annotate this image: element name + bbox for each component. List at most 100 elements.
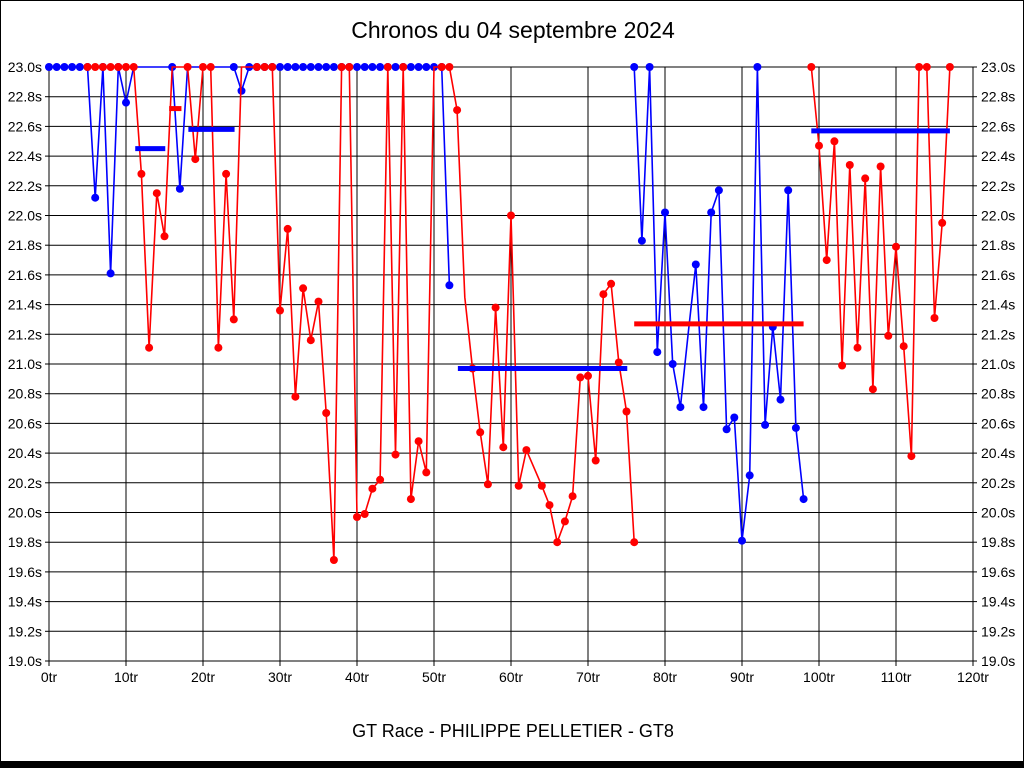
red-driver-laps-point[interactable] xyxy=(306,336,315,345)
red-driver-laps-point[interactable] xyxy=(483,480,492,489)
red-driver-laps-point[interactable] xyxy=(838,361,847,370)
red-driver-laps-point[interactable] xyxy=(938,218,947,227)
red-driver-laps-point[interactable] xyxy=(884,331,893,340)
red-driver-laps-point[interactable] xyxy=(491,303,500,312)
red-driver-laps-point[interactable] xyxy=(329,556,338,564)
red-driver-laps-point[interactable] xyxy=(545,501,554,510)
blue-driver-laps-point[interactable] xyxy=(676,403,685,412)
blue-driver-laps-point[interactable] xyxy=(314,63,323,71)
red-driver-laps-point[interactable] xyxy=(291,392,300,401)
red-driver-laps-point[interactable] xyxy=(607,279,616,288)
blue-driver-laps-point[interactable] xyxy=(776,395,785,404)
blue-driver-laps-point[interactable] xyxy=(784,186,793,195)
blue-driver-laps-point[interactable] xyxy=(353,63,361,71)
blue-driver-laps-point[interactable] xyxy=(291,63,300,71)
blue-driver-laps-point[interactable] xyxy=(738,536,746,545)
red-driver-laps-point[interactable] xyxy=(807,63,816,71)
blue-driver-laps-point[interactable] xyxy=(276,63,284,71)
red-driver-laps-point[interactable] xyxy=(106,63,115,71)
red-driver-laps-point[interactable] xyxy=(922,63,931,71)
red-driver-laps-point[interactable] xyxy=(376,475,385,484)
red-driver-laps-point[interactable] xyxy=(399,63,408,71)
red-driver-laps-point[interactable] xyxy=(191,155,200,164)
red-driver-laps-point[interactable] xyxy=(383,63,392,71)
red-driver-laps-point[interactable] xyxy=(522,446,531,455)
blue-driver-laps-point[interactable] xyxy=(791,423,800,432)
red-driver-laps-point[interactable] xyxy=(353,513,361,521)
blue-driver-laps-point[interactable] xyxy=(630,63,639,71)
blue-driver-laps-point[interactable] xyxy=(122,98,130,107)
blue-driver-laps-point[interactable] xyxy=(175,184,184,193)
blue-driver-laps-point[interactable] xyxy=(229,63,238,71)
red-driver-laps-point[interactable] xyxy=(229,315,238,324)
blue-driver-laps-point[interactable] xyxy=(699,403,708,412)
red-driver-laps-point[interactable] xyxy=(299,284,308,293)
red-driver-laps-point[interactable] xyxy=(252,63,261,71)
red-driver-laps-point[interactable] xyxy=(145,343,154,352)
blue-driver-laps-point[interactable] xyxy=(45,63,53,71)
red-driver-laps-point[interactable] xyxy=(314,297,323,306)
red-driver-laps-point[interactable] xyxy=(114,63,123,71)
blue-driver-laps-point[interactable] xyxy=(745,471,754,480)
red-driver-laps-point[interactable] xyxy=(868,385,877,394)
blue-driver-laps-point[interactable] xyxy=(376,63,385,71)
red-driver-laps-point[interactable] xyxy=(137,169,146,178)
red-driver-laps-point[interactable] xyxy=(915,63,924,71)
red-driver-laps-point[interactable] xyxy=(206,63,215,71)
blue-driver-laps-point[interactable] xyxy=(329,63,338,71)
red-driver-laps-point[interactable] xyxy=(514,481,523,490)
blue-driver-laps-point[interactable] xyxy=(360,63,369,71)
red-driver-laps-point[interactable] xyxy=(368,484,377,493)
blue-driver-laps-point[interactable] xyxy=(722,425,731,434)
blue-driver-laps-point[interactable] xyxy=(91,193,100,202)
blue-driver-laps-point[interactable] xyxy=(299,63,308,71)
blue-driver-laps-point[interactable] xyxy=(653,348,662,357)
red-driver-laps-point[interactable] xyxy=(345,63,354,71)
red-driver-laps-point[interactable] xyxy=(907,452,916,461)
blue-driver-laps-point[interactable] xyxy=(714,186,723,195)
red-driver-laps-point[interactable] xyxy=(222,169,231,178)
blue-driver-laps-point[interactable] xyxy=(52,63,61,71)
blue-driver-laps-point[interactable] xyxy=(106,269,115,278)
red-driver-laps-point[interactable] xyxy=(861,174,870,183)
blue-driver-laps-point[interactable] xyxy=(368,63,377,71)
red-driver-laps-point[interactable] xyxy=(276,306,284,315)
blue-driver-laps-point[interactable] xyxy=(68,63,77,71)
blue-driver-laps-point[interactable] xyxy=(637,236,646,245)
red-driver-laps-point[interactable] xyxy=(414,437,423,446)
red-driver-laps-point[interactable] xyxy=(437,63,446,71)
red-driver-laps-point[interactable] xyxy=(160,232,169,241)
blue-driver-laps-point[interactable] xyxy=(707,208,716,217)
red-driver-laps-point[interactable] xyxy=(507,211,515,220)
blue-driver-laps-point[interactable] xyxy=(391,63,400,71)
red-driver-laps-point[interactable] xyxy=(553,538,562,547)
red-driver-laps-point[interactable] xyxy=(930,314,939,322)
blue-driver-laps-point[interactable] xyxy=(691,260,700,269)
blue-driver-laps-point[interactable] xyxy=(306,63,315,71)
blue-driver-laps-point[interactable] xyxy=(60,63,69,71)
red-driver-laps-point[interactable] xyxy=(476,428,485,437)
blue-driver-laps-point[interactable] xyxy=(799,495,808,504)
red-driver-laps-point[interactable] xyxy=(322,409,331,417)
red-driver-laps-point[interactable] xyxy=(560,517,569,526)
blue-driver-laps-point[interactable] xyxy=(761,420,770,429)
red-driver-laps-point[interactable] xyxy=(584,371,592,380)
red-driver-laps-point[interactable] xyxy=(391,450,400,459)
red-driver-laps-point[interactable] xyxy=(283,224,292,233)
blue-driver-laps-point[interactable] xyxy=(322,63,331,71)
red-driver-laps-point[interactable] xyxy=(453,106,462,115)
red-driver-laps-point[interactable] xyxy=(406,495,415,504)
blue-driver-laps-point[interactable] xyxy=(645,63,654,71)
blue-driver-laps-point[interactable] xyxy=(445,281,454,290)
red-driver-laps-point[interactable] xyxy=(591,456,600,465)
red-driver-laps-point[interactable] xyxy=(899,342,908,351)
red-driver-laps-point[interactable] xyxy=(129,63,138,71)
blue-driver-laps-point[interactable] xyxy=(414,63,423,71)
blue-driver-laps-point[interactable] xyxy=(422,63,431,71)
red-driver-laps-point[interactable] xyxy=(614,358,623,367)
red-driver-laps-point[interactable] xyxy=(91,63,100,71)
blue-driver-laps-point[interactable] xyxy=(283,63,292,71)
red-driver-laps-point[interactable] xyxy=(876,162,885,171)
blue-driver-laps-point[interactable] xyxy=(661,208,669,217)
red-driver-laps-point[interactable] xyxy=(98,63,107,71)
